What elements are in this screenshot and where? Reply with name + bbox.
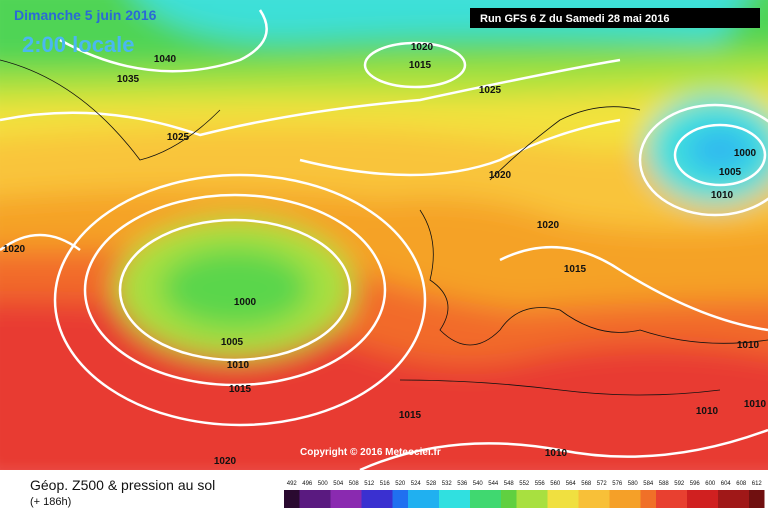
scale-swatch xyxy=(439,490,455,508)
scale-label: 540 xyxy=(473,481,484,487)
scale-label: 596 xyxy=(690,481,701,487)
run-label: Run GFS 6 Z du Samedi 28 mai 2016 xyxy=(480,13,670,25)
isobar-label: 1020 xyxy=(489,170,512,181)
scale-label: 524 xyxy=(411,481,422,487)
scale-label: 588 xyxy=(659,481,670,487)
scale-swatch xyxy=(423,490,439,508)
scale-swatch xyxy=(563,490,579,508)
isobar-label: 1020 xyxy=(411,42,434,53)
scale-label: 504 xyxy=(333,481,344,487)
scale-swatch xyxy=(315,490,331,508)
scale-label: 568 xyxy=(581,481,592,487)
scale-swatch xyxy=(578,490,594,508)
isobar-label: 1005 xyxy=(719,167,742,178)
scale-label: 492 xyxy=(287,481,298,487)
scale-label: 512 xyxy=(364,481,375,487)
isobar-label: 1000 xyxy=(734,148,757,159)
scale-swatch xyxy=(377,490,393,508)
footer-title: Géop. Z500 & pression au sol xyxy=(30,477,215,493)
isobar-label: 1020 xyxy=(537,220,560,231)
scale-swatch xyxy=(299,490,315,508)
isobar-label: 1010 xyxy=(696,406,719,417)
scale-label: 560 xyxy=(550,481,561,487)
scale-label: 548 xyxy=(504,481,515,487)
isobar-label: 1005 xyxy=(221,337,244,348)
scale-label: 500 xyxy=(318,481,329,487)
scale-label: 580 xyxy=(628,481,639,487)
scale-swatch xyxy=(485,490,501,508)
isobar-label: 1020 xyxy=(214,456,237,467)
scale-label: 564 xyxy=(566,481,577,487)
scale-label: 552 xyxy=(519,481,530,487)
scale-swatch xyxy=(532,490,548,508)
isobar-label: 1040 xyxy=(154,54,177,65)
isobar-label: 1035 xyxy=(117,74,140,85)
scale-swatch xyxy=(392,490,408,508)
footer-lead: (+ 186h) xyxy=(30,496,71,508)
scale-swatch xyxy=(408,490,424,508)
date-label: Dimanche 5 juin 2016 xyxy=(14,7,157,23)
scale-label: 532 xyxy=(442,481,453,487)
color-scale: 492 496 500 504 508 512 516 520 524 528 532 536 540 5… xyxy=(284,481,765,508)
scale-swatch xyxy=(361,490,377,508)
scale-swatch xyxy=(687,490,703,508)
isobar-label: 1025 xyxy=(167,132,190,143)
scale-label: 544 xyxy=(488,481,499,487)
scale-swatch xyxy=(346,490,362,508)
scale-swatch xyxy=(671,490,687,508)
scale-swatch xyxy=(640,490,656,508)
scale-label: 604 xyxy=(721,481,732,487)
scale-swatch xyxy=(330,490,346,508)
scale-swatch xyxy=(547,490,563,508)
isobars xyxy=(0,9,768,472)
scale-label: 556 xyxy=(535,481,546,487)
scale-label: 592 xyxy=(674,481,685,487)
isobar-label: 1015 xyxy=(564,264,587,275)
isobar-label: 1010 xyxy=(737,340,760,351)
copyright: Copyright © 2016 Meteociel.fr xyxy=(300,447,441,458)
scale-swatch xyxy=(501,490,517,508)
scale-swatch xyxy=(470,490,486,508)
isobar-label: 1020 xyxy=(3,244,26,255)
isobar-label: 1015 xyxy=(399,410,422,421)
scale-swatch xyxy=(594,490,610,508)
isobar-label: 1010 xyxy=(711,190,734,201)
scale-label: 584 xyxy=(643,481,654,487)
scale-swatch xyxy=(516,490,532,508)
scale-swatch xyxy=(656,490,672,508)
scale-label: 612 xyxy=(752,481,763,487)
scale-label: 528 xyxy=(426,481,437,487)
scale-swatch xyxy=(454,490,470,508)
run-box xyxy=(470,8,760,28)
scale-label: 516 xyxy=(380,481,391,487)
scale-label: 508 xyxy=(349,481,360,487)
isobar-label: 1025 xyxy=(479,85,502,96)
scale-swatch xyxy=(718,490,734,508)
scale-label: 536 xyxy=(457,481,468,487)
isobar-label: 1015 xyxy=(229,384,252,395)
scale-swatch xyxy=(284,490,300,508)
time-label: 2:00 locale xyxy=(22,32,135,57)
scale-label: 520 xyxy=(395,481,406,487)
scale-label: 572 xyxy=(597,481,608,487)
coastlines xyxy=(0,59,768,396)
field xyxy=(0,0,768,490)
scale-swatch xyxy=(733,490,749,508)
scale-swatch xyxy=(625,490,641,508)
isobar-label: 1010 xyxy=(227,360,250,371)
scale-swatch xyxy=(749,490,765,508)
isobar-label: 1000 xyxy=(234,297,257,308)
isobar-label: 1010 xyxy=(545,448,568,459)
scale-swatch xyxy=(609,490,625,508)
isobar-labels: 1040 1035 1020 1015 1025 1025 1020 1020 1000 1005… xyxy=(3,42,767,467)
scale-label: 496 xyxy=(302,481,313,487)
isobar-label: 1015 xyxy=(409,60,432,71)
scale-label: 608 xyxy=(736,481,747,487)
isobar-label: 1010 xyxy=(744,399,767,410)
scale-label: 576 xyxy=(612,481,623,487)
scale-swatch xyxy=(702,490,718,508)
scale-label: 600 xyxy=(705,481,716,487)
